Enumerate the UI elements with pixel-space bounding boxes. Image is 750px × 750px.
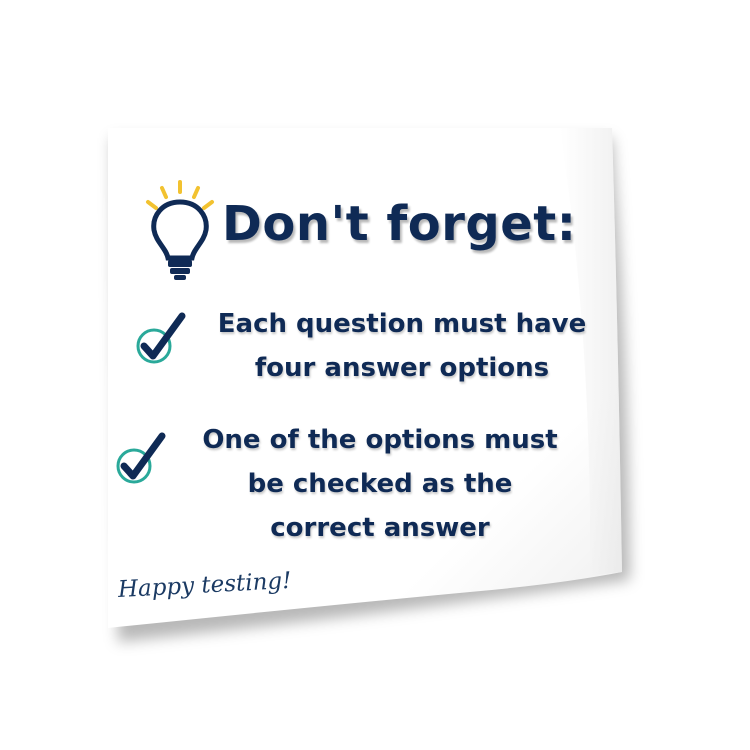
checklist-item-line: correct answer <box>270 513 490 543</box>
checklist-item: One of the options must be checked as th… <box>160 418 600 550</box>
checkmark-circle-icon <box>136 312 186 364</box>
checklist-item: Each question must have four answer opti… <box>182 302 622 390</box>
checklist-item-line: be checked as the <box>247 469 513 499</box>
note-title: Don't forget: <box>222 196 577 252</box>
lightbulb-icon <box>146 180 214 280</box>
checkmark-circle-icon <box>116 432 166 484</box>
checklist-item-line: One of the options must <box>202 425 558 455</box>
checklist-item-line: Each question must have <box>217 309 587 339</box>
checklist-item-line: four answer options <box>254 353 550 383</box>
